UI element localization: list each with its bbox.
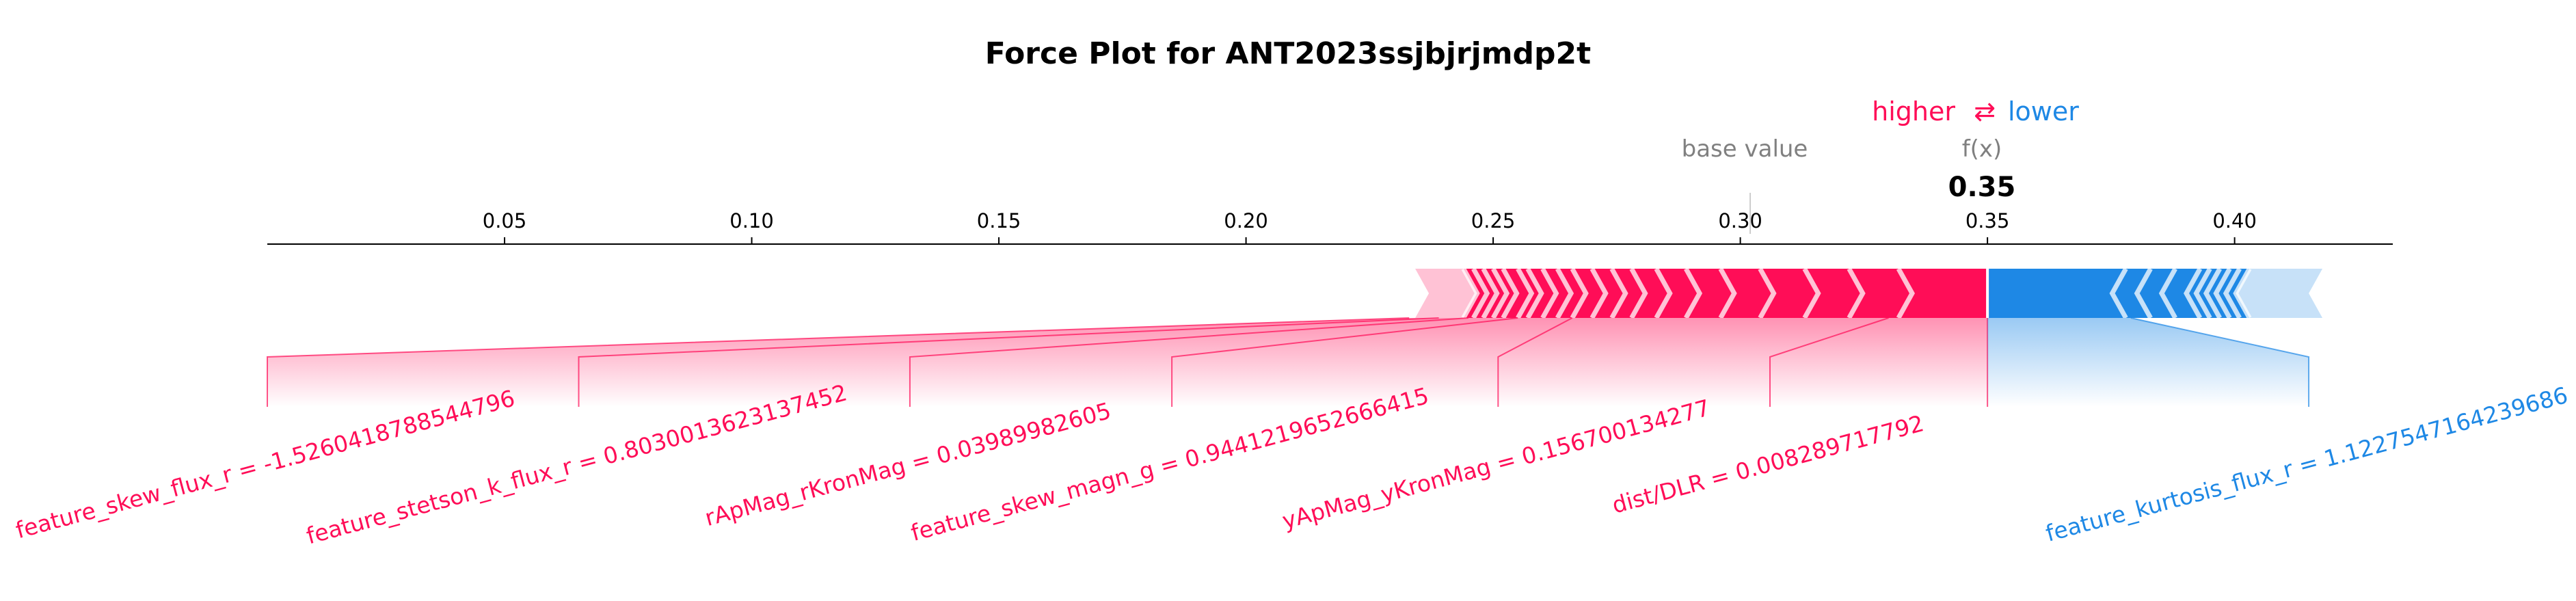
negative-segment (1987, 269, 2126, 318)
negative-segment (2216, 269, 2240, 318)
negative-segment (2161, 269, 2201, 318)
positive-separator (1629, 267, 1648, 319)
positive-label-link (1497, 317, 1573, 407)
negative-separator (2203, 267, 2223, 319)
positive-separator (1570, 267, 1589, 319)
positive-label-link (267, 317, 1410, 407)
higher-label: higher (1872, 96, 1955, 126)
feature-labels: feature_skew_flux_r = -1.526041878854479… (13, 317, 2571, 549)
positive-separator (1847, 267, 1866, 319)
tick-label: 0.40 (2212, 209, 2257, 232)
lower-label: lower (2008, 96, 2079, 126)
positive-segment (1760, 269, 1819, 318)
positive-separator (1461, 267, 1480, 319)
negative-label-link (2130, 317, 2310, 407)
x-axis: 0.05 0.10 0.15 0.20 0.25 0.30 0.35 0.40 (267, 193, 2393, 245)
negative-separator (2158, 267, 2177, 319)
positive-feature-label: feature_skew_flux_r = -1.526041878854479… (13, 385, 518, 544)
positive-segment (1518, 269, 1542, 318)
negative-segment (2136, 269, 2175, 318)
negative-segment (2225, 269, 2250, 318)
positive-segment (1493, 269, 1517, 318)
positive-segment (1898, 269, 1988, 318)
negative-separator (2233, 267, 2252, 319)
direction-arrow-icon: ⇄ (1974, 96, 1996, 126)
force-bars (1415, 267, 2323, 319)
negative-separator (2134, 267, 2153, 319)
base-value-label: base value (1682, 135, 1808, 163)
negative-separator (2213, 267, 2232, 319)
positive-segment (1483, 269, 1507, 318)
positive-label-link (1769, 317, 1889, 407)
positive-segment (1631, 269, 1670, 318)
positive-separator (1896, 267, 1915, 319)
positive-tail (1415, 269, 1477, 318)
positive-segment (1656, 269, 1700, 318)
positive-segment (1463, 269, 1488, 318)
positive-separator (1501, 267, 1520, 319)
positive-separator (1555, 267, 1574, 319)
positive-separator (1718, 267, 1737, 319)
fx-value: 0.35 (1948, 172, 2016, 203)
negative-segment (2196, 269, 2220, 318)
tick-label: 0.15 (977, 209, 1021, 232)
tick-label: 0.25 (1471, 209, 1516, 232)
negative-tail (2236, 269, 2323, 318)
tick-label: 0.05 (483, 209, 527, 232)
negative-label-band (1987, 318, 2309, 407)
negative-segment (2205, 269, 2230, 318)
negative-separator (2223, 267, 2242, 319)
positive-separator (1609, 267, 1628, 319)
positive-segment (1473, 269, 1497, 318)
positive-separator (1654, 267, 1673, 319)
positive-separator (1589, 267, 1609, 319)
tick-label: 0.35 (1965, 209, 2010, 232)
tick-label: 0.10 (729, 209, 774, 232)
fx-label: f(x) (1962, 135, 2002, 163)
positive-segment (1720, 269, 1774, 318)
negative-separator (2109, 267, 2128, 319)
positive-separator (1540, 267, 1559, 319)
negative-segment (2112, 269, 2151, 318)
negative-segment (2186, 269, 2210, 318)
positive-separator (1516, 267, 1535, 319)
tick-label: 0.30 (1718, 209, 1762, 232)
positive-label-link (909, 317, 1469, 407)
negative-separator (2184, 267, 2203, 319)
chart-title: Force Plot for ANT2023ssjbjrjmdp2t (985, 36, 1591, 71)
negative-separator (2193, 267, 2212, 319)
positive-segment (1849, 269, 1912, 318)
positive-separator (1802, 267, 1821, 319)
positive-label-band (267, 318, 1988, 407)
positive-separator (1471, 267, 1490, 319)
positive-label-link (1171, 317, 1518, 407)
positive-separator (1525, 267, 1544, 319)
positive-separator (1684, 267, 1703, 319)
positive-segment (1686, 269, 1734, 318)
positive-separator (1481, 267, 1500, 319)
positive-separator (1491, 267, 1510, 319)
positive-segment (1804, 269, 1863, 318)
tick-label: 0.20 (1224, 209, 1268, 232)
positive-separator (1758, 267, 1777, 319)
positive-label-link (578, 317, 1439, 407)
